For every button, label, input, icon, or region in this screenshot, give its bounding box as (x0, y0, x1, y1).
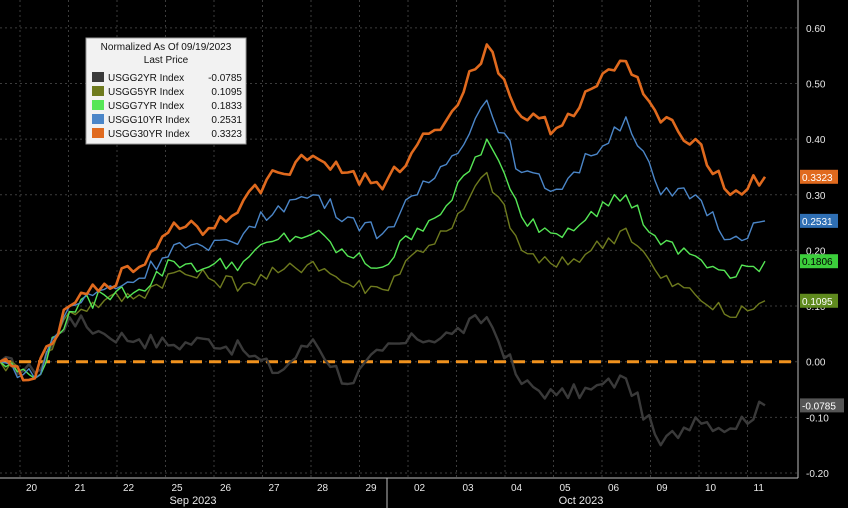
last-price-tag (800, 169, 838, 184)
last-price-value: 0.1095 (802, 297, 833, 308)
x-tick-label: 22 (123, 483, 135, 494)
legend-series-name: USGG10YR Index (108, 115, 190, 126)
legend-series-value: 0.3323 (211, 129, 242, 140)
series-line (0, 313, 766, 447)
series-layer (0, 43, 767, 447)
legend-swatch (92, 128, 104, 138)
x-tick-label: 25 (172, 483, 184, 494)
month-label: Sep 2023 (169, 495, 216, 507)
last-price-value: 0.3323 (802, 173, 833, 184)
series-line (0, 99, 766, 380)
x-tick-label: 06 (608, 483, 620, 494)
x-tick-label: 28 (317, 483, 329, 494)
x-tick-label: 02 (414, 483, 426, 494)
last-price-value: 0.1806 (802, 257, 833, 268)
series-line (0, 43, 767, 382)
y-tick-label: -0.10 (806, 413, 829, 424)
legend: Normalized As Of 09/19/2023 Last Price U… (85, 37, 247, 145)
x-tick-label: 20 (26, 483, 38, 494)
legend-series-name: USGG7YR Index (108, 101, 184, 112)
x-tick-label: 03 (463, 483, 475, 494)
y-tick-label: 0.40 (806, 135, 826, 146)
legend-series-name: USGG2YR Index (108, 73, 184, 84)
x-tick-label: 26 (220, 483, 232, 494)
x-tick-label: 27 (269, 483, 281, 494)
last-price-tag (800, 293, 838, 308)
legend-title: Normalized As Of 09/19/2023 (101, 42, 232, 53)
series-line (0, 138, 766, 380)
y-tick-label: 0.20 (806, 246, 826, 257)
last-price-tag (800, 398, 844, 413)
legend-swatch (92, 100, 104, 110)
last-price-value: -0.0785 (802, 401, 836, 412)
legend-swatch (92, 114, 104, 124)
legend-swatch (92, 86, 104, 96)
legend-series-value: 0.1095 (211, 87, 242, 98)
legend-items: USGG2YR Index -0.0785 USGG5YR Index 0.1095 U… (92, 72, 242, 140)
x-tick-label: 05 (560, 483, 572, 494)
legend-series-name: USGG30YR Index (108, 129, 190, 140)
y-tick-label: 0.60 (806, 24, 826, 35)
legend-series-value: 0.2531 (211, 115, 242, 126)
last-price-tag (800, 254, 838, 269)
x-tick-label: 21 (75, 483, 87, 494)
legend-box (85, 37, 247, 145)
y-tick-label: -0.20 (806, 469, 829, 480)
x-tick-label: 10 (705, 483, 717, 494)
legend-series-name: USGG5YR Index (108, 87, 184, 98)
last-price-tag (800, 213, 838, 228)
series-line (0, 171, 766, 381)
y-tick-label: 0.50 (806, 79, 826, 90)
legend-swatch (92, 72, 104, 82)
month-label: Oct 2023 (559, 495, 604, 507)
legend-series-value: -0.0785 (208, 73, 242, 84)
y-tick-label: 0.00 (806, 358, 826, 369)
legend-series-value: 0.1833 (211, 101, 242, 112)
last-price-labels: -0.0785 0.1095 0.1806 0.2531 0.3323 (800, 169, 844, 413)
last-price-value: 0.2531 (802, 217, 833, 228)
x-tick-label: 04 (511, 483, 523, 494)
x-tick-label: 09 (657, 483, 669, 494)
x-tick-label: 29 (366, 483, 378, 494)
legend-subtitle: Last Price (144, 55, 189, 66)
x-tick-label: 11 (754, 483, 765, 494)
y-tick-label: 0.30 (806, 191, 826, 202)
x-axis: 20 21 22 25 26 27 28 29 02 03 04 05 06 09 10 11 Sep 2023… (26, 483, 764, 507)
